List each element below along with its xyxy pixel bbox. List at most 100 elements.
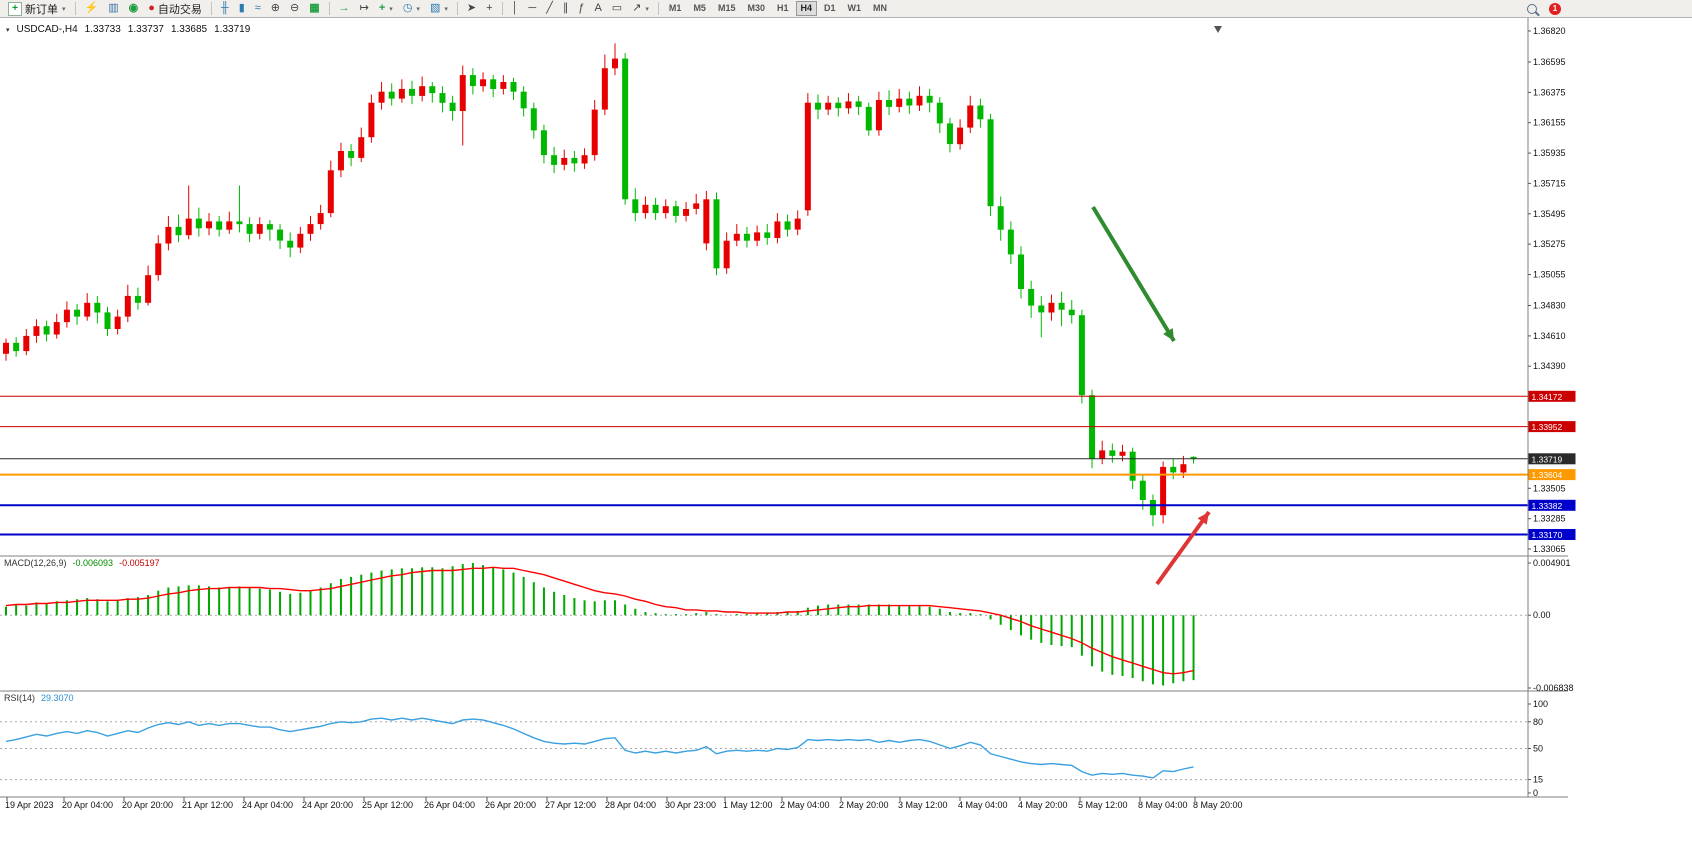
candle-body	[581, 155, 588, 164]
text-tool-icon[interactable]: A	[594, 2, 602, 14]
candle-body	[642, 204, 649, 214]
lightning-icon[interactable]: ⚡	[84, 2, 99, 14]
zoom-in-icon[interactable]: ⊕	[270, 2, 281, 14]
candle-body	[124, 295, 131, 317]
time-tick-label: 28 Apr 04:00	[605, 800, 656, 810]
candle-body	[459, 75, 466, 111]
candle-body	[1109, 450, 1116, 456]
rsi-tick-label: 100	[1533, 699, 1548, 709]
symbol-title: USDCAD-,H4	[16, 24, 78, 35]
candle-body	[632, 199, 639, 214]
candle-body	[337, 151, 344, 171]
fibonacci-tool-icon[interactable]: ƒ	[578, 2, 585, 14]
candlestick-chart-icon[interactable]: ▮	[238, 2, 245, 14]
toolbar-separator	[328, 2, 330, 15]
rsi-plot	[5, 717, 1194, 779]
caret-down-icon: ▾	[389, 5, 393, 13]
line-chart-icon[interactable]: ≈	[254, 2, 261, 14]
time-tick-label: 24 Apr 20:00	[302, 800, 353, 810]
templates-button[interactable]: ▧ ▾	[426, 0, 452, 17]
cursor-icon[interactable]: ➤	[466, 2, 477, 14]
candle-body	[104, 312, 111, 329]
text-label-tool-icon[interactable]: ▭	[611, 2, 623, 14]
drawing-objects[interactable]	[1091, 26, 1222, 586]
bar-chart-icon[interactable]: ╫	[220, 2, 229, 14]
toolbar-separator	[456, 2, 458, 15]
trend-arrow[interactable]	[1091, 205, 1176, 343]
price-tick-label: 1.34830	[1533, 301, 1566, 311]
time-tick-label: 5 May 12:00	[1078, 800, 1128, 810]
channel-tool-icon[interactable]: ∥	[562, 2, 569, 14]
notification-badge[interactable]: 1	[1549, 2, 1561, 15]
template-icon: ▧	[429, 2, 441, 14]
arrows-tool-button[interactable]: ↗ ▾	[628, 0, 653, 17]
candle-body	[936, 102, 943, 124]
time-tick-label: 20 Apr 04:00	[62, 800, 113, 810]
macd-plot	[5, 563, 1195, 686]
macd-signal-line	[5, 566, 1194, 675]
candle-body	[723, 240, 730, 269]
candle-body	[429, 86, 436, 94]
timeframe-h4-button[interactable]: H4	[795, 1, 818, 16]
candle-body	[236, 221, 243, 225]
candle-body	[439, 93, 446, 103]
search-icon[interactable]	[1527, 3, 1537, 14]
price-tick-label: 1.36595	[1533, 57, 1566, 67]
price-level-label-box	[1528, 453, 1576, 465]
chart-canvas[interactable]: 1.34172 1.33952 1.33719 1.33604 1.33382 1.331…	[0, 18, 1692, 851]
price-tick-label: 1.33505	[1533, 483, 1566, 493]
candle-body	[662, 206, 669, 214]
candle-body	[297, 233, 304, 248]
candle-body	[794, 218, 801, 230]
candle-body	[165, 226, 172, 244]
auto-scroll-icon[interactable]: →	[338, 2, 350, 14]
timeframe-m5-button[interactable]: M5	[693, 3, 706, 13]
candle-body	[1170, 466, 1177, 473]
candle-body	[987, 119, 994, 207]
candle-body	[1078, 315, 1085, 396]
candle-body	[733, 233, 740, 241]
timeframe-h1-button[interactable]: H1	[776, 3, 789, 13]
candle-body	[683, 209, 690, 216]
price-tick-label: 1.36155	[1533, 118, 1566, 128]
candle-body	[957, 127, 964, 145]
candle-body	[1190, 456, 1197, 459]
arrow-tool-icon: ↗	[632, 2, 642, 14]
timeframe-m1-button[interactable]: M1	[668, 3, 682, 13]
toolbar-separator	[657, 2, 659, 15]
chart-shift-icon[interactable]: ↦	[359, 2, 369, 14]
auto-trading-button[interactable]: ● 自动交易	[144, 0, 206, 17]
trendline-tool-icon[interactable]: ╱	[546, 2, 553, 14]
candle-body	[622, 58, 629, 200]
tile-windows-icon[interactable]: ▦	[309, 2, 320, 14]
candle-body	[855, 101, 862, 107]
horizontal-line-tool-icon[interactable]: ─	[528, 2, 537, 14]
trend-arrow[interactable]	[1155, 510, 1211, 586]
data-window-icon[interactable]: ▥	[108, 2, 119, 14]
ohlc-high: 1.33737	[127, 24, 164, 35]
symbol-dropdown-icon[interactable]: ▾	[6, 26, 10, 34]
timeframe-d1-button[interactable]: D1	[824, 3, 836, 13]
timeframe-m30-button[interactable]: M30	[747, 3, 765, 13]
periods-button[interactable]: ◷ ▾	[399, 0, 424, 17]
rsi-header: RSI(14) 29.3070	[4, 693, 74, 703]
candle-body	[896, 98, 903, 107]
chart-shift-marker[interactable]	[1214, 26, 1222, 33]
candle-body	[540, 130, 547, 156]
timeframe-m15-button[interactable]: M15	[717, 3, 736, 13]
trend-arrow-head	[1163, 328, 1174, 341]
candle-body	[23, 335, 30, 352]
new-order-button[interactable]: + 新订单 ▾	[4, 0, 70, 17]
vertical-line-tool-icon[interactable]: │	[511, 2, 519, 14]
horizontal-levels[interactable]: 1.34172 1.33952 1.33719 1.33604 1.33382 1.331…	[0, 390, 1576, 540]
crosshair-icon[interactable]: +	[486, 2, 493, 14]
timeframe-mn-button[interactable]: MN	[873, 3, 888, 13]
trend-arrow-head	[1197, 512, 1209, 525]
candle-body	[53, 322, 60, 335]
timeframe-w1-button[interactable]: W1	[847, 3, 862, 13]
navigator-icon[interactable]: ◉	[128, 2, 139, 14]
candle-body	[764, 232, 771, 238]
indicators-button[interactable]: + ▾	[375, 0, 397, 17]
candle-body	[1160, 466, 1167, 516]
zoom-out-icon[interactable]: ⊖	[290, 2, 300, 14]
